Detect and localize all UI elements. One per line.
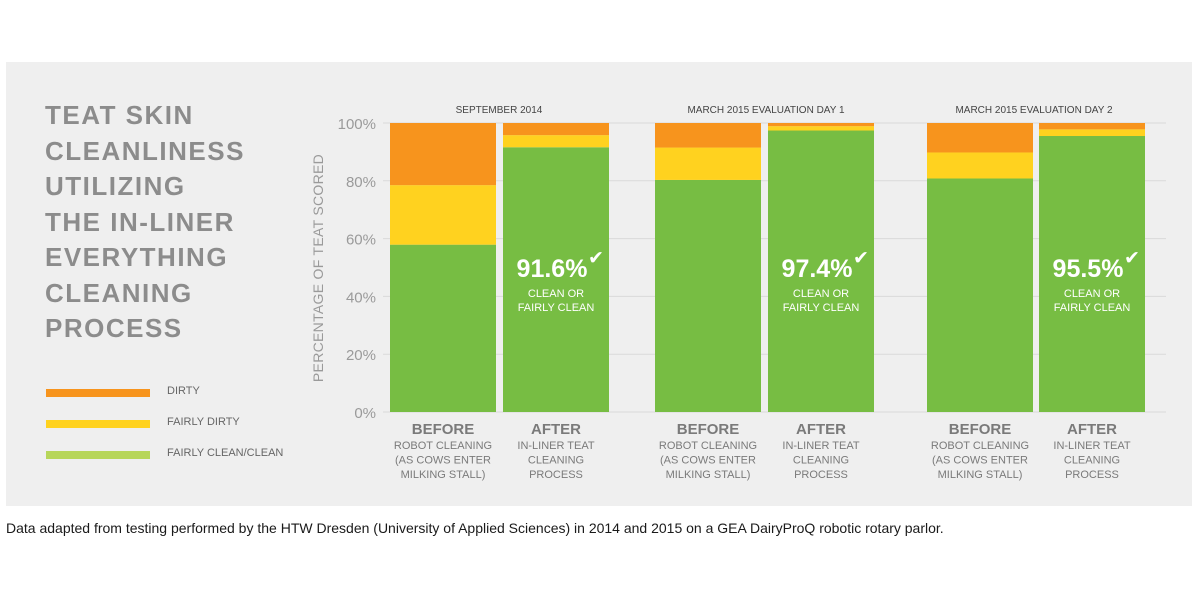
- bar-category-subtitle: MILKING STALL): [401, 469, 486, 481]
- bar-segment-fairly-dirty: [655, 147, 761, 180]
- annotation-value: 97.4%: [782, 255, 853, 283]
- y-axis-title: PERCENTAGE OF TEAT SCORED: [310, 154, 326, 382]
- bar-category-subtitle: (AS COWS ENTER: [932, 455, 1028, 467]
- bar-segment-fairly-dirty: [390, 185, 496, 245]
- bar-segment-dirty: [927, 123, 1033, 153]
- legend-swatch: [46, 389, 150, 397]
- bar-segment-fairly-dirty: [768, 126, 874, 131]
- annotation-text: CLEAN OR: [1064, 288, 1120, 300]
- title-line: THE IN-LINER: [45, 206, 235, 237]
- bar-category-subtitle: (AS COWS ENTER: [660, 455, 756, 467]
- bar-category-subtitle: MILKING STALL): [938, 469, 1023, 481]
- bar-category-subtitle: ROBOT CLEANING: [659, 440, 757, 452]
- bar-segment-fairly-clean-clean: [1039, 136, 1145, 412]
- bar-category-subtitle: PROCESS: [1065, 469, 1119, 481]
- bar-segment-dirty: [1039, 123, 1145, 130]
- legend-swatch: [46, 451, 150, 459]
- annotation-text: FAIRLY CLEAN: [518, 302, 595, 314]
- bar-segment-fairly-dirty: [927, 152, 1033, 179]
- annotation-text: FAIRLY CLEAN: [1054, 302, 1131, 314]
- caption: Data adapted from testing performed by t…: [6, 520, 944, 536]
- annotation-value: 95.5%: [1053, 255, 1124, 283]
- y-tick-label: 40%: [346, 289, 376, 306]
- chart-title: TEAT SKIN CLEANLINESS UTILIZING THE IN-L…: [45, 98, 285, 347]
- legend-label: FAIRLY DIRTY: [167, 416, 240, 428]
- group-label: SEPTEMBER 2014: [456, 105, 543, 116]
- annotation-value: 91.6%: [517, 255, 588, 283]
- bar-category-title: BEFORE: [949, 421, 1012, 438]
- group-label: MARCH 2015 EVALUATION DAY 1: [687, 105, 845, 116]
- bar-segment-fairly-clean-clean: [503, 147, 609, 412]
- y-tick-label: 60%: [346, 232, 376, 249]
- title-line: PROCESS: [45, 313, 183, 343]
- title-line: TEAT SKIN: [45, 100, 194, 130]
- annotation-text: CLEAN OR: [528, 288, 584, 300]
- bar-category-title: BEFORE: [677, 421, 740, 438]
- bar-category-subtitle: PROCESS: [794, 469, 848, 481]
- bar-segment-fairly-clean-clean: [768, 130, 874, 413]
- bar-segment-dirty: [390, 123, 496, 186]
- annotation-text: CLEAN OR: [793, 288, 849, 300]
- bar-segment-fairly-clean-clean: [927, 178, 1033, 412]
- bar-category-subtitle: IN-LINER TEAT: [782, 440, 859, 452]
- bar-category-subtitle: IN-LINER TEAT: [517, 440, 594, 452]
- y-tick-label: 20%: [346, 347, 376, 364]
- bar-category-subtitle: ROBOT CLEANING: [394, 440, 492, 452]
- bar-category-subtitle: (AS COWS ENTER: [395, 455, 491, 467]
- bar-category-title: AFTER: [531, 421, 581, 438]
- title-line: UTILIZING: [45, 171, 186, 201]
- bar-category-subtitle: IN-LINER TEAT: [1053, 440, 1130, 452]
- title-line: CLEANING: [45, 277, 193, 308]
- group-label: MARCH 2015 EVALUATION DAY 2: [955, 105, 1113, 116]
- bar-category-title: AFTER: [796, 421, 846, 438]
- bar-category-subtitle: MILKING STALL): [666, 469, 751, 481]
- checkmark-icon: ✔: [1124, 247, 1140, 269]
- title-line: CLEANLINESS: [45, 135, 245, 166]
- bar-category-title: AFTER: [1067, 421, 1117, 438]
- bar-segment-fairly-clean-clean: [390, 244, 496, 412]
- checkmark-icon: ✔: [853, 247, 869, 269]
- y-tick-label: 0%: [354, 405, 376, 422]
- annotation-text: FAIRLY CLEAN: [783, 302, 860, 314]
- bar-category-title: BEFORE: [412, 421, 475, 438]
- bar-segment-dirty: [655, 123, 761, 148]
- y-tick-label: 100%: [338, 116, 376, 133]
- bar-segment-dirty: [503, 123, 609, 136]
- legend-label: DIRTY: [167, 385, 200, 397]
- bar-category-subtitle: CLEANING: [528, 455, 584, 467]
- bar-segment-dirty: [768, 123, 874, 127]
- title-line: EVERYTHING: [45, 242, 229, 272]
- legend-label: FAIRLY CLEAN/CLEAN: [167, 447, 284, 459]
- bar-category-subtitle: CLEANING: [793, 455, 849, 467]
- bar-category-subtitle: PROCESS: [529, 469, 583, 481]
- bar-segment-fairly-dirty: [503, 135, 609, 148]
- bar-segment-fairly-dirty: [1039, 129, 1145, 137]
- bar-category-subtitle: ROBOT CLEANING: [931, 440, 1029, 452]
- bar-category-subtitle: CLEANING: [1064, 455, 1120, 467]
- legend-swatch: [46, 420, 150, 428]
- bar-segment-fairly-clean-clean: [655, 179, 761, 412]
- checkmark-icon: ✔: [588, 247, 604, 269]
- y-tick-label: 80%: [346, 174, 376, 191]
